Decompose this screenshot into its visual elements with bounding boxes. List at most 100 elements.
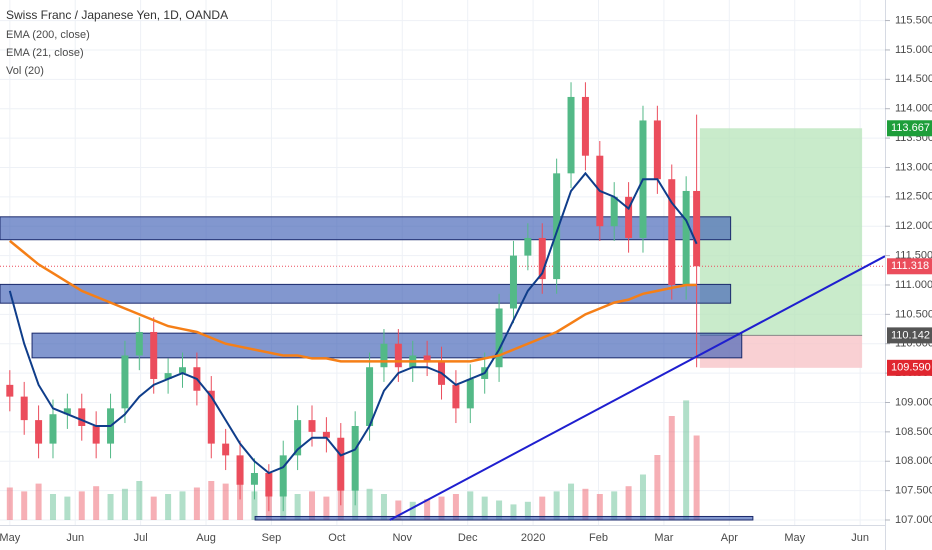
volume-bar	[524, 501, 531, 520]
x-tick-label: Sep	[262, 532, 282, 544]
volume-bar	[165, 494, 172, 520]
plot	[0, 0, 886, 525]
x-tick-label: Aug	[196, 532, 216, 544]
candle-body	[207, 390, 215, 444]
volume-bar	[49, 494, 56, 520]
y-tick-label: 110.500	[895, 308, 932, 320]
candle-body	[653, 120, 661, 180]
y-tick-label: 107.000	[895, 514, 932, 526]
candle-body	[135, 331, 143, 356]
y-tick-label: 113.000	[895, 161, 932, 173]
candle-body	[682, 190, 690, 285]
candle-body	[693, 190, 701, 267]
sr-zone	[254, 515, 754, 521]
x-tick-label: Apr	[721, 532, 738, 544]
volume-bar	[136, 481, 143, 520]
volume-bar	[6, 487, 13, 520]
volume-bar	[683, 400, 690, 520]
x-tick-label: Jun	[851, 532, 869, 544]
candle-body	[509, 255, 517, 309]
volume-bar	[35, 483, 42, 520]
price-label: 110.142	[891, 329, 930, 341]
candle-body	[49, 414, 57, 444]
x-tick-label: May	[784, 532, 805, 544]
price-label: 111.318	[891, 260, 929, 272]
x-tick-label: Nov	[392, 532, 412, 544]
x-tick-label: Feb	[589, 532, 608, 544]
y-tick-label: 108.000	[895, 455, 932, 467]
candle-body	[466, 378, 474, 409]
volume-bar	[693, 435, 700, 520]
y-tick-label: 111.500	[895, 249, 932, 261]
price-label-bg	[887, 120, 932, 137]
candle-body	[63, 408, 71, 415]
x-tick-label: Oct	[328, 532, 345, 544]
candle-body	[625, 196, 633, 238]
price-label: 113.667	[891, 122, 930, 134]
y-tick-label: 115.000	[895, 44, 932, 56]
candle-body	[279, 455, 287, 497]
volume-bar	[510, 504, 517, 520]
volume-bar	[93, 486, 100, 520]
volume-bar	[409, 501, 416, 520]
candle-body	[380, 343, 388, 368]
price-label-bg	[887, 359, 932, 376]
volume-bar	[625, 486, 632, 520]
candle-body	[250, 472, 258, 485]
candle-body	[222, 443, 230, 456]
volume-bar	[380, 494, 387, 520]
candle-body	[265, 472, 273, 497]
y-tick-label: 114.000	[895, 103, 932, 115]
volume-bar	[539, 496, 546, 520]
candle-body	[78, 408, 86, 426]
volume-bar	[553, 491, 560, 520]
price-label-bg	[887, 258, 932, 275]
volume-bar	[395, 500, 402, 520]
candle-body	[92, 425, 100, 444]
price-label: 109.590	[891, 362, 931, 374]
candle-body	[308, 420, 316, 432]
candle-body	[294, 420, 302, 456]
indicator-label: Vol (20)	[6, 65, 44, 77]
x-tick-label: Jun	[66, 532, 84, 544]
volume-bar	[309, 491, 316, 520]
candle-body	[610, 196, 618, 227]
y-tick-label: 112.000	[895, 220, 932, 232]
volume-bar	[222, 483, 229, 520]
ema-line	[9, 239, 697, 363]
candle-body	[150, 331, 158, 379]
candle-body	[524, 237, 532, 256]
volume-bar	[668, 416, 675, 520]
volume-bar	[596, 494, 603, 520]
candle-body	[668, 179, 676, 285]
sr-zone	[0, 216, 732, 241]
y-tick-label: 108.500	[895, 426, 932, 438]
candle-body	[452, 384, 460, 409]
y-tick-label: 115.500	[895, 14, 932, 26]
price-label-bg	[887, 327, 932, 344]
volume-bar	[193, 487, 200, 520]
volume-bar	[294, 494, 301, 520]
x-tick-label: Dec	[458, 532, 478, 544]
volume-bar	[366, 488, 373, 520]
x-tick-label: Mar	[654, 532, 673, 544]
y-tick-label: 114.500	[895, 73, 932, 85]
volume-bar	[467, 491, 474, 520]
x-tick-label: Jul	[134, 532, 148, 544]
y-tick-label: 111.000	[895, 279, 932, 291]
volume-bar	[481, 496, 488, 520]
volume-bar	[21, 491, 28, 520]
volume-bar	[78, 491, 85, 520]
candle-body	[351, 425, 359, 491]
candle-body	[581, 96, 589, 156]
x-tick-label: May	[0, 532, 21, 544]
volume-bar	[251, 491, 258, 520]
volume-bar	[496, 500, 503, 520]
volume-bar	[208, 481, 215, 520]
volume-bar	[582, 488, 589, 520]
volume-bar	[438, 496, 445, 520]
candle-body	[164, 373, 172, 379]
candle-body	[366, 367, 374, 426]
volume-bar	[639, 474, 646, 520]
